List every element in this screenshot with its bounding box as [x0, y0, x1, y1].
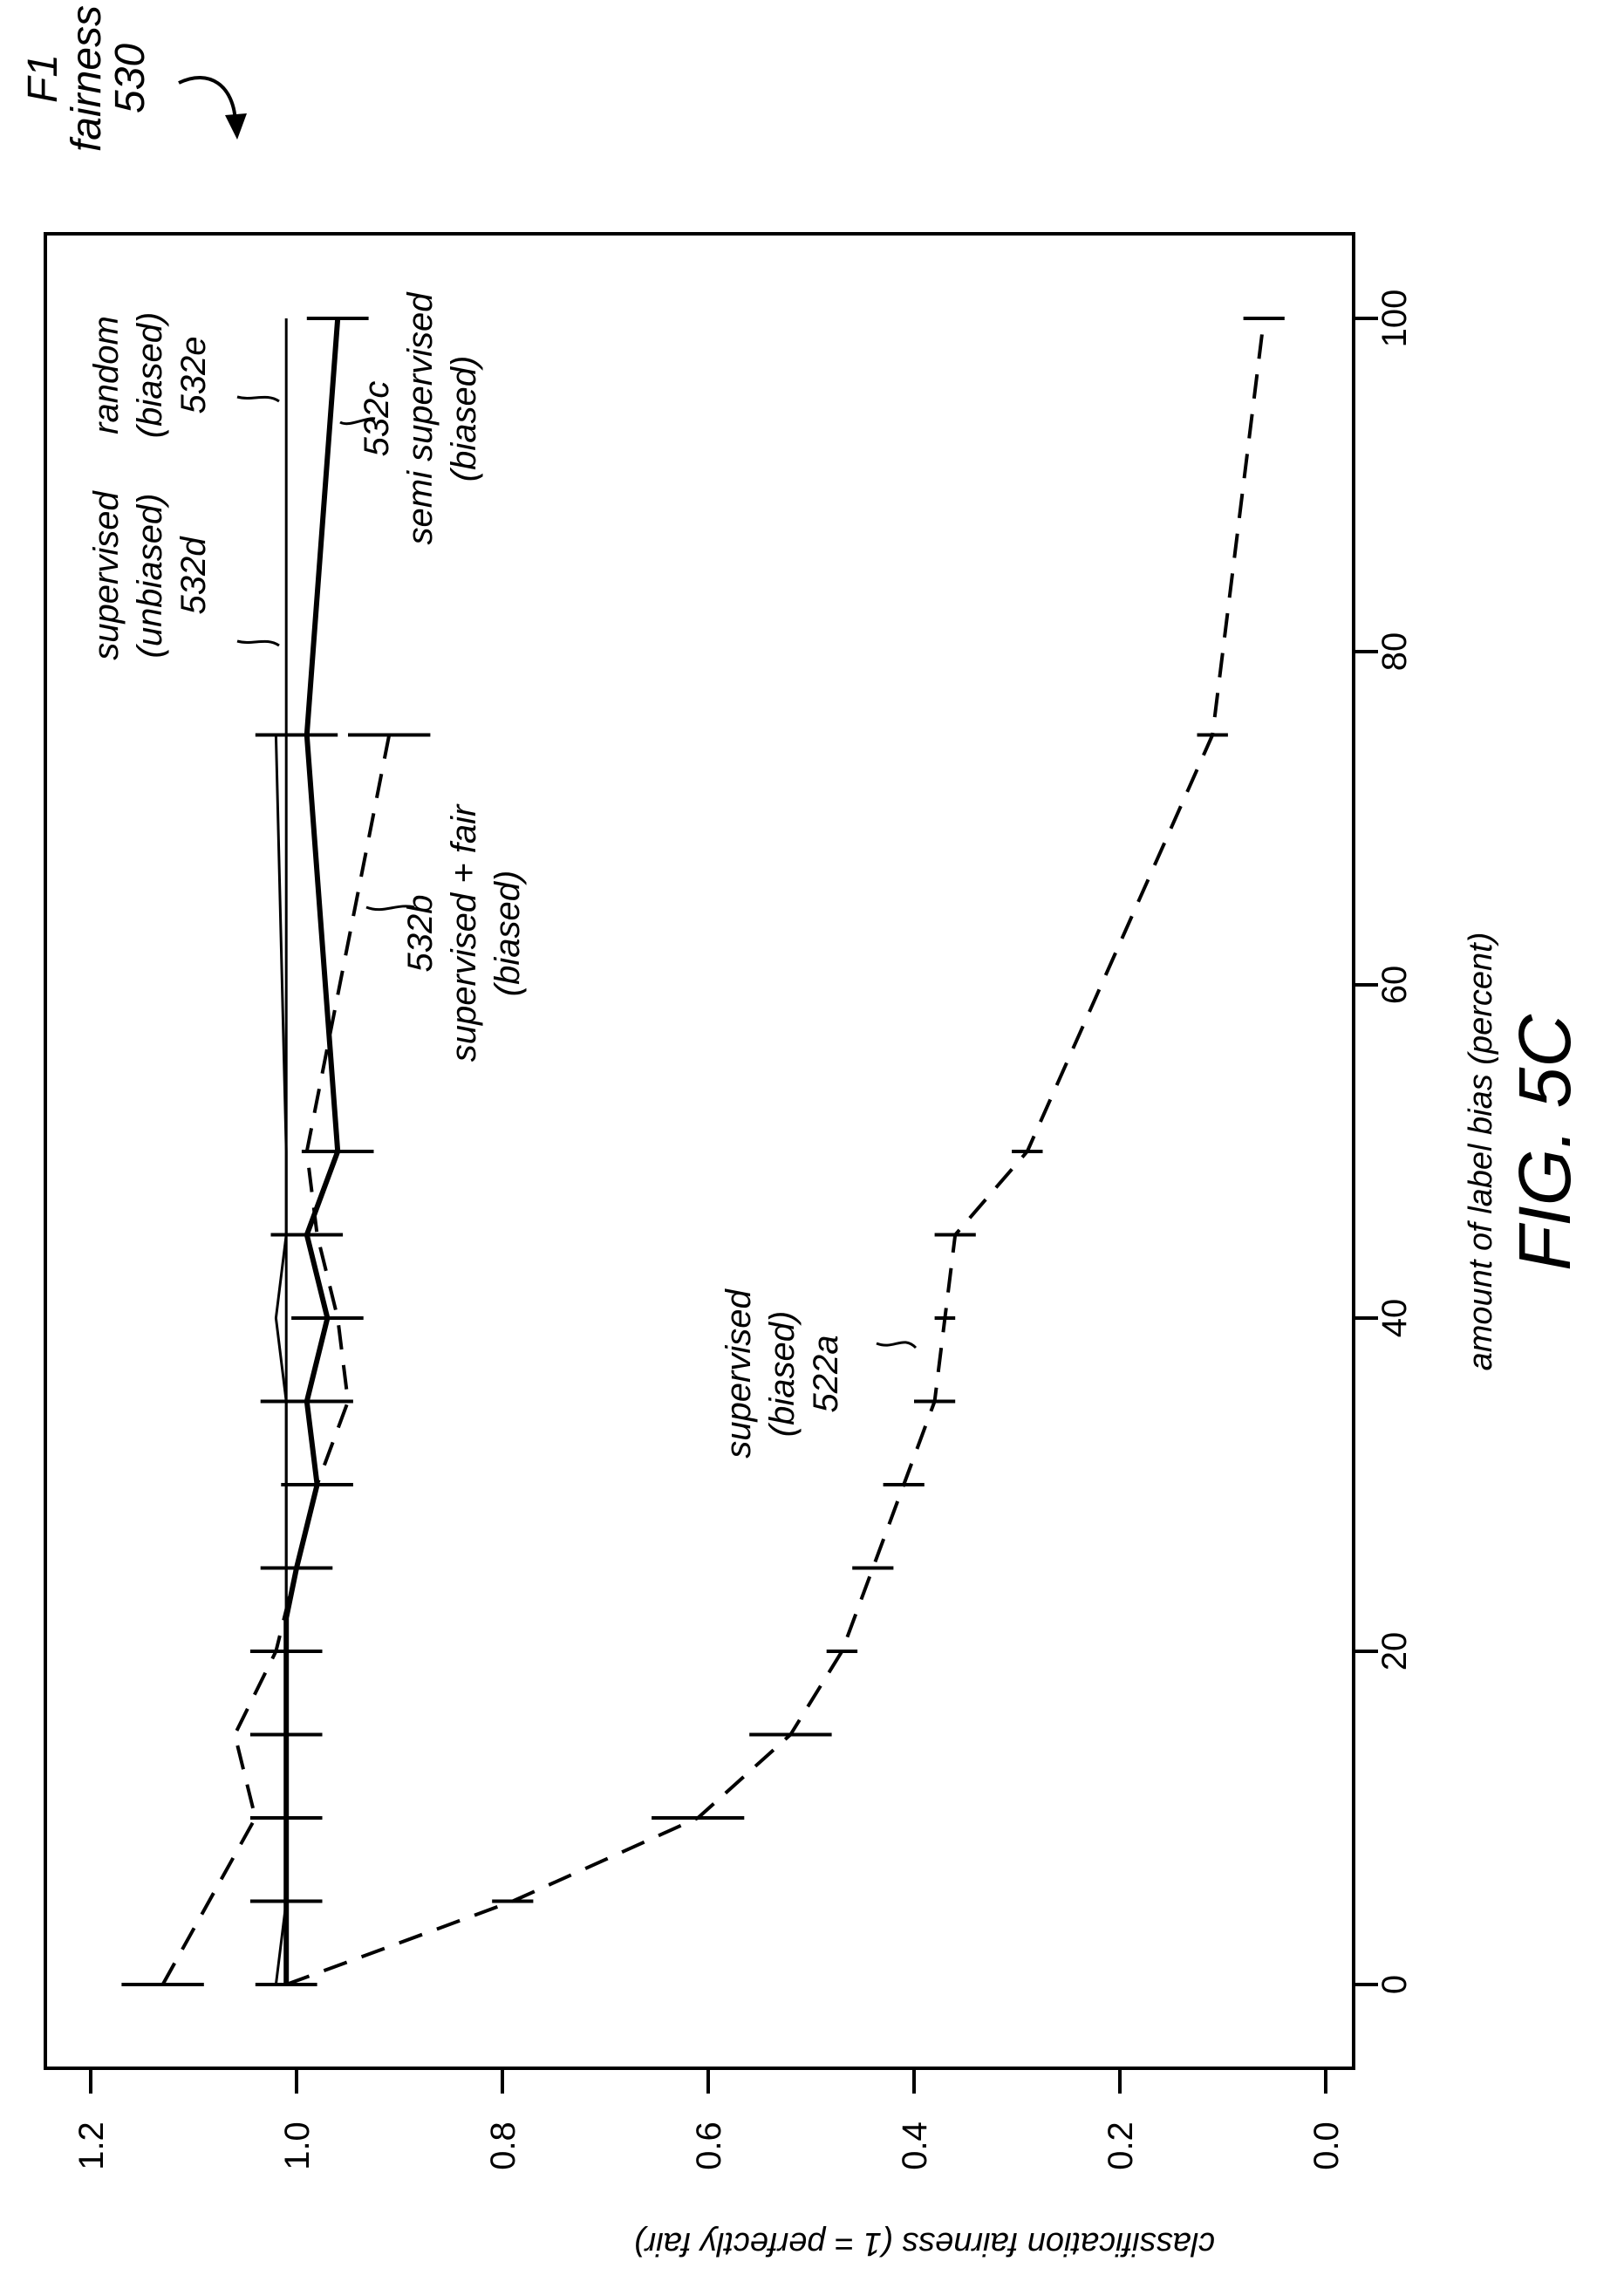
x-tick-label-group: 60 [1375, 966, 1414, 1005]
leader-532d [236, 639, 280, 647]
label-532e: random (biased) 532e [87, 312, 213, 439]
svg-text:amount of label bias (percent): amount of label bias (percent) [1463, 933, 1499, 1371]
y-tick-label: 0.6 [690, 2121, 728, 2170]
label-532c-line-1: 532c [358, 381, 396, 457]
y-tick-label-group: 1.0 [278, 2121, 317, 2170]
x-tick-label-group: 20 [1375, 1632, 1414, 1671]
label-532c-line-2: semi supervised [401, 291, 440, 545]
label-532e-line-2: (biased) [131, 312, 169, 439]
label-532b-line-2: supervised + fair [445, 803, 483, 1062]
annotations: supervised (unbiased) 532d random (biase… [87, 291, 918, 1459]
label-522a: supervised (biased) 522a [720, 1288, 845, 1459]
series-532c [249, 317, 374, 1986]
y-tick-label-group: 0.0 [1307, 2121, 1346, 2170]
label-532c: 532c semi supervised (biased) [358, 291, 483, 545]
leader-532c [339, 417, 376, 426]
series-line-532b [160, 734, 392, 1985]
x-tick-label: 40 [1375, 1299, 1414, 1338]
leader-532b [365, 905, 415, 912]
ref-title-line-3: 530 [107, 44, 154, 113]
x-tick-label: 0 [1375, 1975, 1414, 1994]
y-tick-label-group: 1.2 [72, 2121, 111, 2170]
x-tick-label-group: 80 [1375, 632, 1414, 672]
x-axis-title: amount of label bias (percent) [1463, 933, 1499, 1371]
label-532e-line-3: 532e [174, 337, 213, 414]
y-tick-label-group: 0.4 [896, 2121, 934, 2170]
label-532d-line-2: (unbiased) [131, 493, 169, 658]
label-532b-line-3: (biased) [488, 871, 527, 997]
ref-title-line-1: F1 [20, 54, 66, 103]
y-tick-label: 1.2 [72, 2121, 111, 2170]
x-tick-label: 100 [1375, 290, 1414, 348]
reference-arrow [178, 76, 237, 123]
series-layer [121, 317, 1285, 1986]
label-522a-line-2: (biased) [763, 1311, 802, 1438]
series-532a [285, 317, 1285, 1986]
figure-label: FIG. 5C [1504, 1014, 1586, 1271]
label-532b: 532b supervised + fair (biased) [401, 803, 527, 1062]
reference-title: F1 fairness 530 [20, 5, 154, 152]
y-axis: 0.0 0.2 0.4 0.6 0.8 1.0 1.2 [72, 2067, 1346, 2170]
label-532d-line-1: supervised [87, 490, 126, 660]
y-tick-label-group: 0.2 [1102, 2121, 1140, 2170]
label-532d: supervised (unbiased) 532d [87, 490, 213, 660]
x-tick-label: 80 [1375, 632, 1414, 672]
x-axis: 0 20 40 60 80 100 [1352, 290, 1414, 1994]
svg-text:FIG. 5C: FIG. 5C [1504, 1014, 1586, 1271]
series-532b [121, 733, 431, 1986]
label-522a-line-3: 522a [807, 1336, 845, 1413]
label-532c-line-3: (biased) [445, 356, 483, 482]
svg-text:classification fairness (1 = p: classification fairness (1 = perfectly f… [634, 2225, 1215, 2262]
y-tick-label-group: 0.6 [690, 2121, 728, 2170]
y-tick-label: 1.0 [278, 2121, 317, 2170]
y-tick-label-group: 0.8 [484, 2121, 522, 2170]
reference-arrowhead [225, 113, 247, 140]
y-axis-title: classification fairness (1 = perfectly f… [634, 2225, 1215, 2262]
y-tick-label: 0.4 [896, 2121, 934, 2170]
x-tick-label-group: 0 [1375, 1975, 1414, 1994]
x-tick-label: 60 [1375, 966, 1414, 1005]
y-tick-label: 0.2 [1102, 2121, 1140, 2170]
label-532d-line-3: 532d [174, 536, 213, 615]
series-532d [255, 733, 297, 1985]
leader-532e [236, 395, 280, 403]
x-tick-label-group: 100 [1375, 290, 1414, 348]
plot-frame [44, 232, 1355, 2070]
label-532e-line-1: random [87, 316, 126, 434]
y-tick-label: 0.8 [484, 2121, 522, 2170]
y-tick-label: 0.0 [1307, 2121, 1346, 2170]
x-tick-label: 20 [1375, 1632, 1414, 1671]
leader-522a [876, 1341, 918, 1349]
label-522a-line-1: supervised [720, 1288, 758, 1459]
x-tick-label-group: 40 [1375, 1299, 1414, 1338]
ref-title-line-2: fairness [64, 5, 110, 152]
